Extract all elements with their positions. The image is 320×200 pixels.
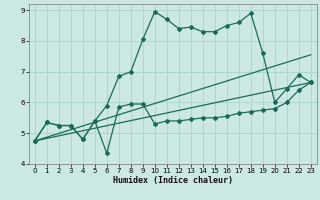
X-axis label: Humidex (Indice chaleur): Humidex (Indice chaleur) (113, 176, 233, 185)
